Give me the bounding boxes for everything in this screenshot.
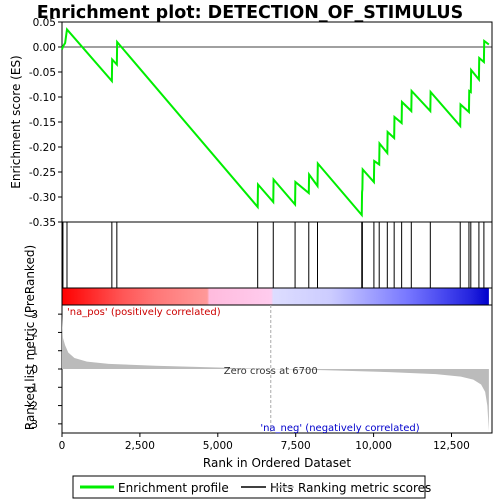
rank-color-bar [61,287,493,306]
legend: Enrichment profile Hits Ranking metric s… [72,475,431,499]
rank-gradient [62,288,489,305]
metric-y-ticks: 3 2 1 0 -1 -2 -3 [28,309,62,431]
legend-label-ranking-metric: Ranking metric scores [298,481,431,495]
es-y-tick-label: 0.05 [33,17,56,29]
x-tick-label: 0 [59,440,66,452]
x-tick-label: 5,000 [203,440,233,452]
x-tick-label: 7,500 [281,440,311,452]
es-panel: 0.05 0.00 -0.05 -0.10 -0.15 -0.20 -0.25 -0.30 -0… [9,17,493,229]
hits-panel [61,221,493,289]
es-y-tick-label: -0.05 [29,67,56,79]
metric-x-ticks: 0 2,500 5,000 7,500 10,000 12,500 [59,433,470,452]
hit-lines [62,222,485,288]
metric-y-tick-label: 0 [31,364,38,376]
x-tick-label: 12,500 [433,440,470,452]
es-y-tick-label: -0.30 [29,192,56,204]
es-y-tick-label: -0.15 [29,117,56,129]
metric-y-tick-label: -1 [28,382,38,394]
es-y-tick-label: -0.25 [29,167,56,179]
es-y-ticks: 0.05 0.00 -0.05 -0.10 -0.15 -0.20 -0.25 -0.30 -0… [29,17,62,229]
metric-y-tick-label: 3 [31,309,38,321]
metric-y-tick-label: 1 [31,346,38,358]
es-plot-frame [61,21,493,223]
x-tick-label: 10,000 [355,440,392,452]
chart-title: Enrichment plot: DETECTION_OF_STIMULUS [37,3,463,23]
es-y-tick-label: -0.10 [29,92,56,104]
enrichment-profile-line [61,27,490,218]
metric-y-tick-label: 2 [31,327,38,339]
es-y-axis-label: Enrichment score (ES) [9,55,23,188]
legend-label-hits: Hits [270,481,293,495]
x-axis-label: Rank in Ordered Dataset [203,456,351,470]
es-y-tick-label: -0.20 [29,142,56,154]
legend-label-enrichment-profile: Enrichment profile [118,481,229,495]
hits-frame [61,221,493,289]
pos-correlated-label: 'na_pos' (positively correlated) [67,307,221,318]
x-tick-label: 2,500 [125,440,155,452]
metric-y-tick-label: -3 [28,419,38,431]
zero-cross-label: Zero cross at 6700 [224,366,318,377]
metric-y-tick-label: -2 [28,401,38,413]
neg-correlated-label: 'na_neg' (negatively correlated) [260,423,419,434]
metric-y-axis-label: Ranked list metric (PreRanked) [23,245,37,430]
es-y-tick-label: 0.00 [33,42,56,54]
es-y-tick-label: -0.35 [29,217,56,229]
